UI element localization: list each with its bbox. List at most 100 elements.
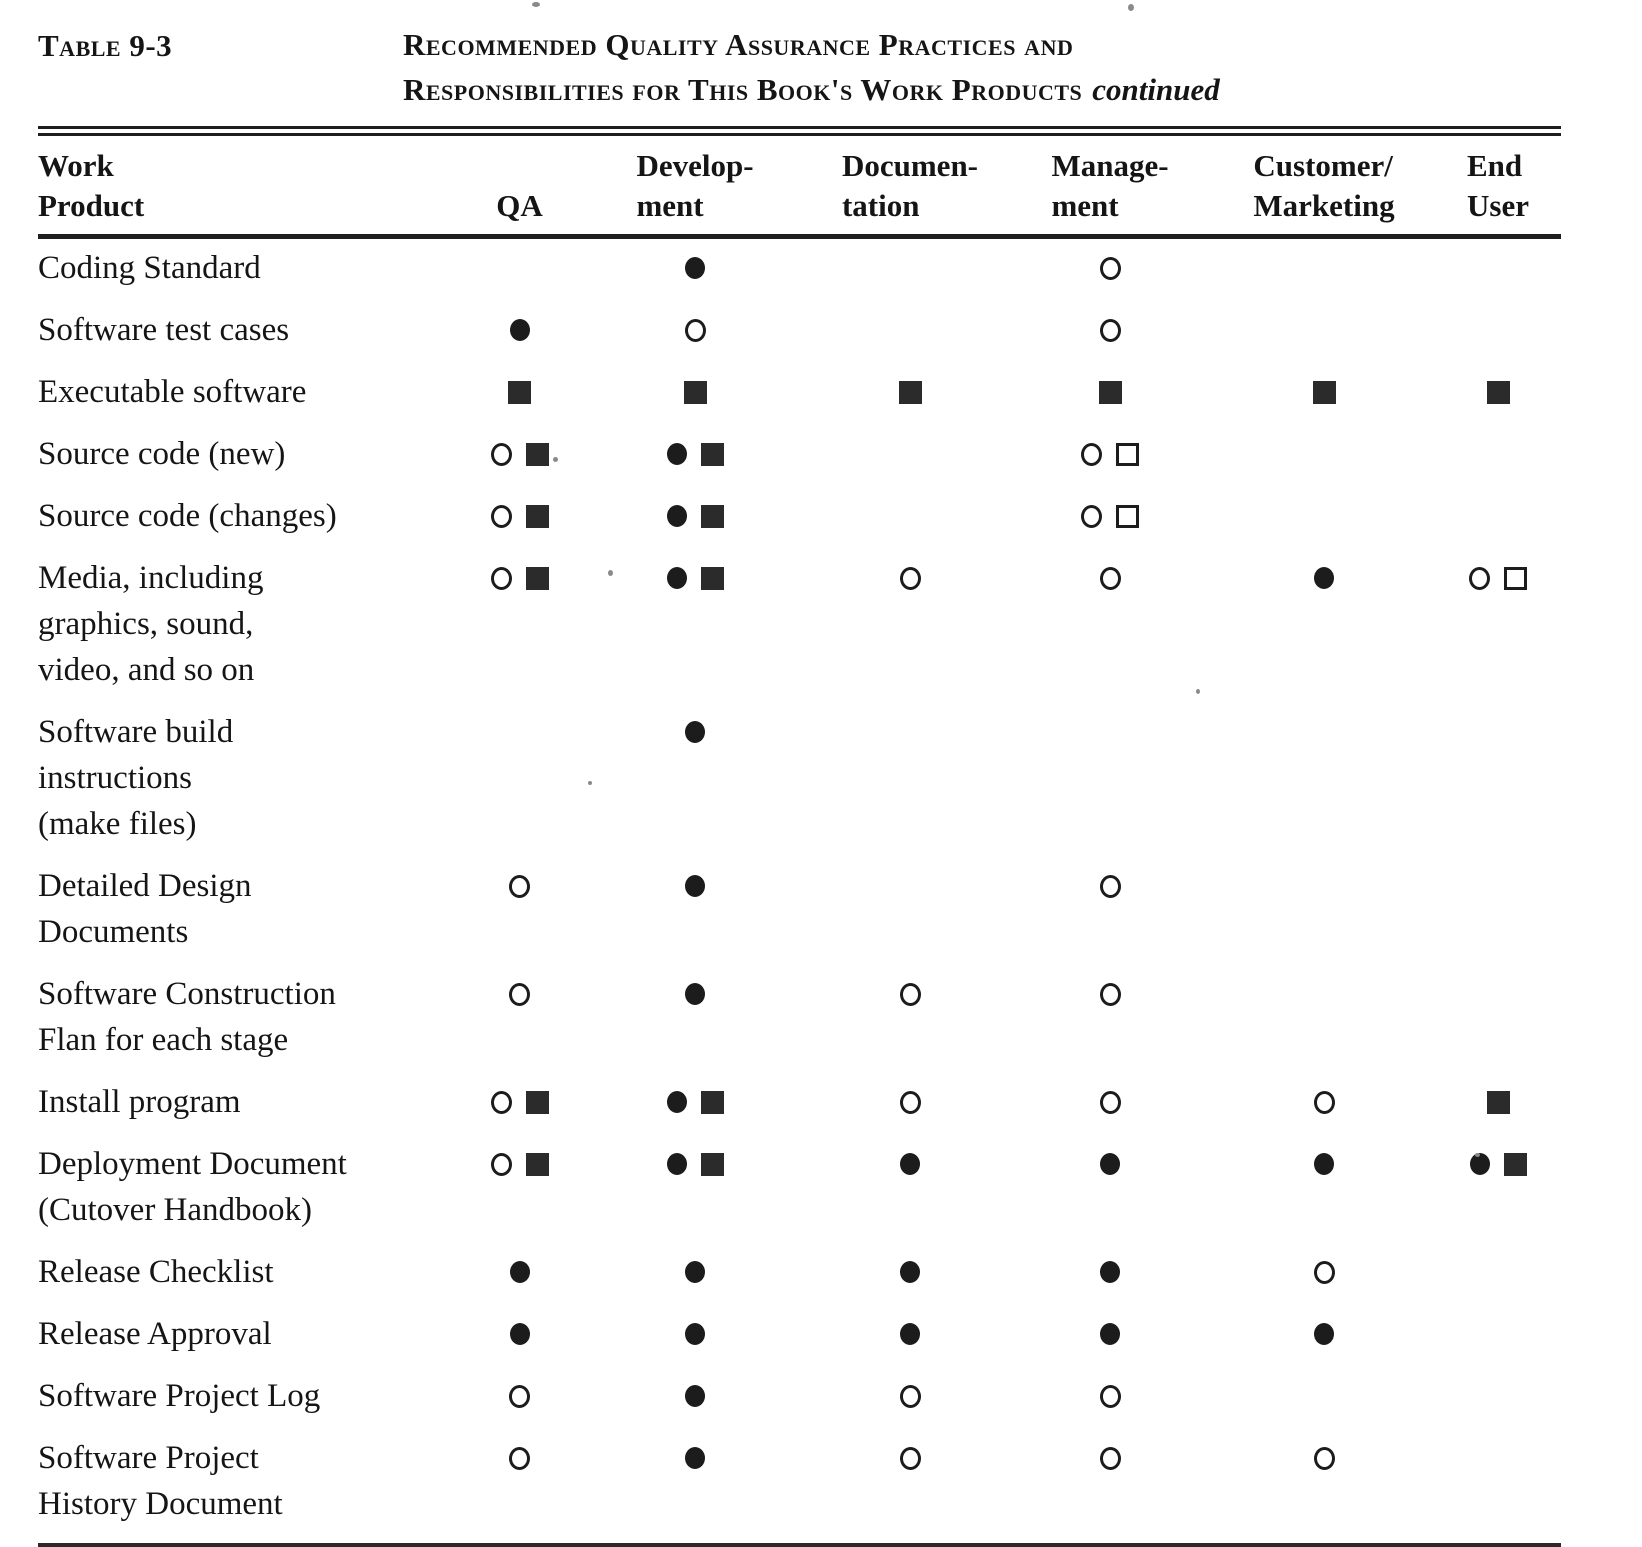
open-circle-icon [1099, 983, 1121, 1006]
work-product-cell: Software Construction Flan for each stage [38, 971, 459, 1063]
work-product-cell: Deployment Document (Cutover Handbook) [38, 1141, 459, 1233]
filled-circle-icon [900, 1261, 920, 1283]
open-circle-icon [490, 1091, 512, 1114]
column-header-work-product: Work Product [38, 146, 459, 226]
filled-circle-icon [1100, 1323, 1120, 1345]
qa-responsibilities-table: Work Product QA Develop-ment Documen-tati… [38, 136, 1642, 1547]
filled-circle-icon [1314, 1153, 1334, 1175]
open-circle-icon [684, 319, 706, 342]
management-cell [1010, 307, 1210, 353]
development-cell [580, 863, 810, 955]
column-header-line [496, 146, 543, 186]
management-cell [1010, 709, 1210, 847]
work-product-line: Software Project Log [38, 1378, 321, 1414]
work-product-cell: Detailed Design Documents [38, 863, 459, 955]
column-header-line: Manage- [1051, 148, 1169, 183]
column-header-line: Marketing [1253, 188, 1395, 223]
table-row: Software build instructions (make files) [38, 709, 1558, 847]
qa-cell [459, 245, 580, 291]
customer-marketing-cell [1210, 971, 1438, 1063]
open-circle-icon [1099, 1091, 1121, 1114]
documentation-cell [810, 1435, 1010, 1527]
documentation-cell [810, 1141, 1010, 1233]
filled-circle-icon [685, 983, 705, 1005]
development-cell [580, 555, 810, 693]
work-product-label: Executable software [38, 369, 459, 415]
end-user-cell [1438, 709, 1558, 847]
work-product-label: Software build instructions (make files) [38, 709, 459, 847]
management-cell [1010, 1141, 1210, 1233]
customer-marketing-cell [1210, 493, 1438, 539]
end-user-cell [1438, 1435, 1558, 1527]
column-header-line: Develop- [636, 148, 754, 183]
open-square-icon [1116, 443, 1139, 466]
filled-circle-icon [509, 1323, 530, 1345]
management-cell [1010, 863, 1210, 955]
table-label: Table 9-3 [38, 28, 173, 63]
open-circle-icon [1313, 1261, 1335, 1284]
work-product-label: Detailed Design Documents [38, 863, 459, 955]
column-header-documentation: Documen-tation [810, 146, 1010, 226]
filled-square-icon [700, 567, 724, 590]
filled-circle-icon [900, 1153, 920, 1175]
open-circle-icon [899, 567, 921, 590]
column-header-line: Work [38, 148, 114, 183]
work-product-label: Software test cases [38, 307, 459, 353]
filled-circle-icon [666, 1091, 687, 1113]
table-row: Source code (new) [38, 431, 1558, 477]
work-product-line: Documents [38, 914, 189, 950]
open-circle-icon [899, 983, 921, 1006]
work-product-line: graphics, sound, [38, 606, 254, 642]
filled-square-icon [525, 567, 549, 590]
management-cell [1010, 1249, 1210, 1295]
filled-circle-icon [685, 1261, 705, 1283]
open-square-icon [1504, 567, 1527, 590]
development-cell [580, 1249, 810, 1295]
development-cell [580, 369, 810, 415]
table-row: Executable software [38, 369, 1558, 415]
customer-marketing-cell [1210, 369, 1438, 415]
table-row: Software Project History Document [38, 1435, 1558, 1527]
management-cell [1010, 971, 1210, 1063]
management-cell [1010, 493, 1210, 539]
management-cell [1010, 1435, 1210, 1527]
management-cell [1010, 555, 1210, 693]
work-product-cell: Software build instructions (make files) [38, 709, 459, 847]
filled-square-icon [525, 1153, 549, 1176]
end-user-cell [1438, 1141, 1558, 1233]
development-cell [580, 709, 810, 847]
open-circle-icon [899, 1447, 921, 1470]
open-circle-icon [899, 1091, 921, 1114]
column-header-line: Documen- [841, 148, 979, 183]
customer-marketing-cell [1210, 1311, 1438, 1357]
qa-cell [459, 493, 580, 539]
open-circle-icon [490, 443, 512, 466]
column-header-management: Manage-ment [1010, 146, 1210, 226]
table-title-line2-text: Responsibilities for This Book's Work Pr… [403, 72, 1083, 107]
work-product-line: Source code (new) [38, 436, 286, 472]
scan-speck [588, 781, 592, 785]
filled-circle-icon [666, 505, 687, 527]
work-product-label: Software Project Log [38, 1373, 459, 1419]
scan-speck [532, 2, 540, 7]
top-double-rule [38, 126, 1561, 136]
end-user-cell [1438, 863, 1558, 955]
management-cell [1010, 1311, 1210, 1357]
work-product-line: Software test cases [38, 312, 290, 348]
filled-circle-icon [1100, 1261, 1120, 1283]
qa-cell [459, 431, 580, 477]
development-cell [580, 307, 810, 353]
documentation-cell [810, 493, 1010, 539]
filled-circle-icon [1100, 1153, 1120, 1175]
qa-cell [459, 1373, 580, 1419]
filled-square-icon [508, 381, 531, 404]
work-product-label: Software Project History Document [38, 1435, 459, 1527]
customer-marketing-cell [1210, 245, 1438, 291]
work-product-label: Coding Standard [38, 245, 459, 291]
scan-speck [1128, 4, 1134, 11]
documentation-cell [810, 971, 1010, 1063]
work-product-line: Release Approval [38, 1316, 272, 1352]
work-product-cell: Source code (changes) [38, 493, 459, 539]
work-product-line: Software build [38, 714, 234, 750]
column-header-customer-marketing: Customer/Marketing [1210, 146, 1438, 226]
